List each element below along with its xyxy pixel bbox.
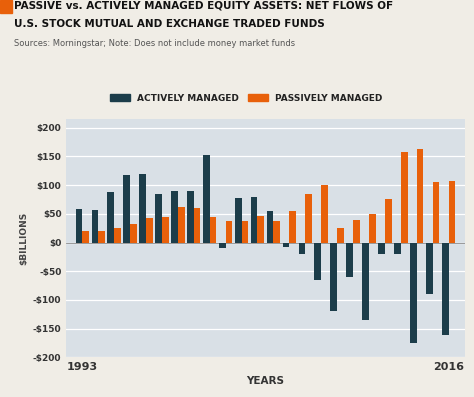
- Bar: [353, 220, 360, 243]
- Bar: [283, 243, 289, 247]
- Bar: [362, 243, 369, 320]
- Bar: [226, 221, 232, 243]
- Bar: [203, 155, 210, 243]
- Bar: [433, 182, 439, 243]
- Bar: [410, 243, 417, 343]
- Bar: [337, 228, 344, 243]
- Bar: [251, 197, 257, 243]
- Text: Sources: Morningstar; Note: Does not include money market funds: Sources: Morningstar; Note: Does not inc…: [14, 39, 295, 48]
- Y-axis label: $BILLIONS: $BILLIONS: [20, 212, 29, 265]
- Bar: [235, 198, 242, 243]
- Bar: [108, 192, 114, 243]
- Bar: [123, 175, 130, 243]
- Bar: [346, 243, 353, 277]
- Bar: [114, 228, 121, 243]
- Bar: [242, 221, 248, 243]
- Legend: ACTIVELY MANAGED, PASSIVELY MANAGED: ACTIVELY MANAGED, PASSIVELY MANAGED: [110, 94, 383, 103]
- X-axis label: YEARS: YEARS: [246, 376, 284, 386]
- Bar: [299, 243, 305, 254]
- Bar: [394, 243, 401, 254]
- Bar: [187, 191, 194, 243]
- Bar: [98, 231, 105, 243]
- Text: U.S. STOCK MUTUAL AND EXCHANGE TRADED FUNDS: U.S. STOCK MUTUAL AND EXCHANGE TRADED FU…: [14, 19, 325, 29]
- Bar: [330, 243, 337, 311]
- Bar: [75, 209, 82, 243]
- Bar: [194, 208, 201, 243]
- Bar: [321, 185, 328, 243]
- Bar: [146, 218, 153, 243]
- Bar: [162, 217, 169, 243]
- Bar: [219, 243, 226, 248]
- Bar: [289, 211, 296, 243]
- Bar: [130, 224, 137, 243]
- Bar: [257, 216, 264, 243]
- Bar: [273, 221, 280, 243]
- Bar: [267, 211, 273, 243]
- Bar: [314, 243, 321, 280]
- Text: PASSIVE vs. ACTIVELY MANAGED EQUITY ASSETS: NET FLOWS OF: PASSIVE vs. ACTIVELY MANAGED EQUITY ASSE…: [14, 0, 393, 10]
- Bar: [369, 214, 376, 243]
- Bar: [417, 149, 423, 243]
- Bar: [442, 243, 448, 335]
- Bar: [385, 199, 392, 243]
- Bar: [210, 217, 217, 243]
- Bar: [401, 152, 408, 243]
- Bar: [91, 210, 98, 243]
- Bar: [448, 181, 456, 243]
- Bar: [139, 173, 146, 243]
- Bar: [178, 207, 184, 243]
- Bar: [378, 243, 385, 254]
- Bar: [0, 0, 12, 13]
- Bar: [155, 194, 162, 243]
- Bar: [305, 194, 312, 243]
- Bar: [171, 191, 178, 243]
- Bar: [426, 243, 433, 294]
- Bar: [82, 231, 89, 243]
